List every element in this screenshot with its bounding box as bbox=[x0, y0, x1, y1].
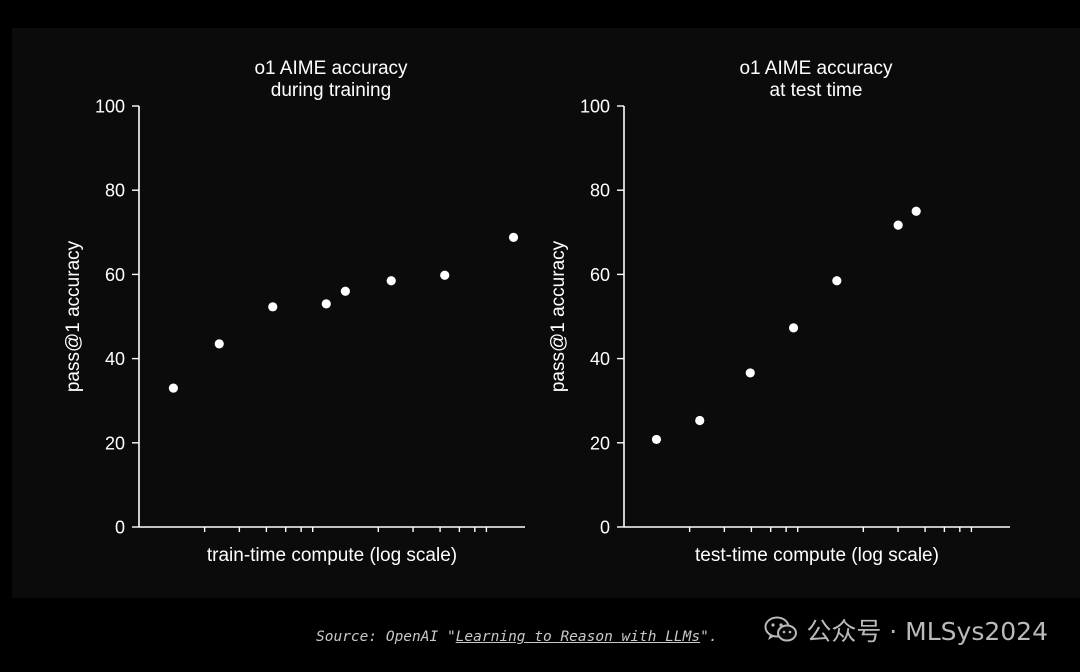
y-tick-label: 20 bbox=[105, 433, 125, 453]
chart-2: o1 AIME accuracy at test time 0 20 40 60 80 100… bbox=[548, 58, 1010, 566]
y-tick-label: 0 bbox=[115, 518, 125, 538]
source-suffix: ". bbox=[700, 629, 718, 645]
x-axis-label: train-time compute (log scale) bbox=[207, 545, 457, 566]
data-point bbox=[508, 232, 519, 242]
data-point bbox=[832, 276, 842, 286]
y-tick-label: 40 bbox=[105, 349, 125, 369]
data-point bbox=[340, 286, 350, 296]
chart-title: o1 AIME accuracy during training bbox=[254, 58, 408, 101]
data-point bbox=[893, 220, 903, 230]
data-point bbox=[268, 302, 278, 312]
wechat-icon bbox=[764, 616, 798, 644]
data-point bbox=[911, 206, 921, 216]
chart-1: o1 AIME accuracy during training 0 20 40 60 80… bbox=[63, 58, 525, 566]
watermark: 公众号 · MLSys2024 bbox=[764, 612, 1048, 648]
y-tick-label: 100 bbox=[580, 97, 610, 117]
data-point bbox=[386, 276, 396, 286]
data-point bbox=[695, 415, 705, 426]
y-tick-label: 20 bbox=[590, 433, 610, 453]
data-point bbox=[745, 368, 755, 378]
y-tick-label: 80 bbox=[590, 181, 610, 201]
source-caption: Source: OpenAI "Learning to Reason with … bbox=[316, 629, 718, 645]
y-tick-label: 80 bbox=[105, 181, 125, 201]
y-tick-label: 0 bbox=[600, 518, 610, 538]
data-point bbox=[321, 299, 331, 309]
data-point bbox=[788, 323, 799, 333]
y-axis-label: pass@1 accuracy bbox=[63, 240, 84, 392]
chart-title-line: at test time bbox=[770, 80, 863, 101]
data-point bbox=[214, 339, 224, 349]
y-tick-label: 40 bbox=[590, 349, 610, 369]
chart-title: o1 AIME accuracy at test time bbox=[739, 58, 893, 101]
data-point bbox=[168, 383, 178, 393]
chart-title-line: during training bbox=[271, 80, 391, 101]
source-link[interactable]: Learning to Reason with LLMs bbox=[455, 629, 701, 645]
chart-title-line: o1 AIME accuracy bbox=[254, 58, 408, 79]
y-tick-label: 60 bbox=[105, 265, 125, 285]
data-point bbox=[651, 434, 662, 445]
y-tick-label: 100 bbox=[95, 97, 125, 117]
chart-panel bbox=[12, 28, 1080, 598]
watermark-text: 公众号 · MLSys2024 bbox=[806, 617, 1048, 646]
x-axis-label: test-time compute (log scale) bbox=[695, 545, 939, 566]
y-axis-label: pass@1 accuracy bbox=[548, 240, 569, 392]
data-point bbox=[440, 270, 450, 280]
y-tick-label: 60 bbox=[590, 265, 610, 285]
source-prefix: Source: OpenAI " bbox=[316, 629, 456, 645]
chart-title-line: o1 AIME accuracy bbox=[739, 58, 893, 79]
